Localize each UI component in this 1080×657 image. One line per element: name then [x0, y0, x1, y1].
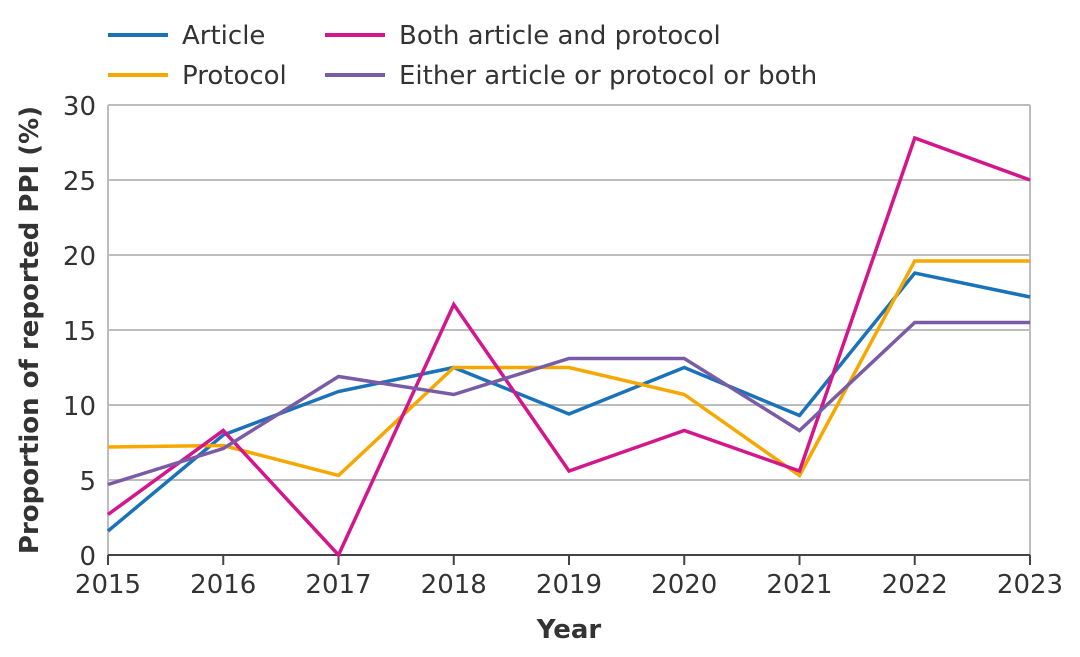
x-tick-label: 2017 [305, 570, 371, 600]
x-tick-label: 2019 [536, 570, 602, 600]
y-tick-label: 0 [79, 542, 96, 572]
y-axis-label: Proportion of reported PPI (%) [15, 106, 45, 554]
legend-label: Both article and protocol [399, 21, 721, 51]
x-tick-label: 2021 [766, 570, 832, 600]
x-tick-label: 2018 [421, 570, 487, 600]
legend-label: Protocol [182, 61, 287, 91]
series-line-1 [106, 271, 1031, 533]
y-axis-ticks: 0 5 10 15 20 25 30 [63, 92, 96, 572]
x-tick-label: 2023 [997, 570, 1063, 600]
y-tick-label: 25 [63, 167, 96, 197]
x-tick-label: 2015 [75, 570, 141, 600]
x-tick-label: 2020 [651, 570, 717, 600]
y-tick-label: 10 [63, 392, 96, 422]
series-line-2 [107, 259, 1030, 479]
series-line-3 [106, 135, 1031, 559]
y-tick-label: 5 [79, 467, 96, 497]
y-tick-label: 20 [63, 242, 96, 272]
y-tick-label: 30 [63, 92, 96, 122]
gridlines [108, 104, 1030, 481]
y-tick-label: 15 [63, 317, 96, 347]
x-tick-label: 2022 [882, 570, 948, 600]
x-axis-ticks: 2015 2016 2017 2018 2019 2020 2021 2022 2023 [75, 555, 1063, 600]
legend-label: Either article or protocol or both [399, 61, 817, 91]
x-axis-label: Year [536, 615, 602, 645]
series-lines [106, 135, 1031, 559]
legend-label: Article [182, 21, 265, 51]
x-tick-label: 2016 [190, 570, 256, 600]
series-line-4 [107, 320, 1030, 487]
legend: Article Protocol Both article and protocol… [108, 21, 817, 91]
